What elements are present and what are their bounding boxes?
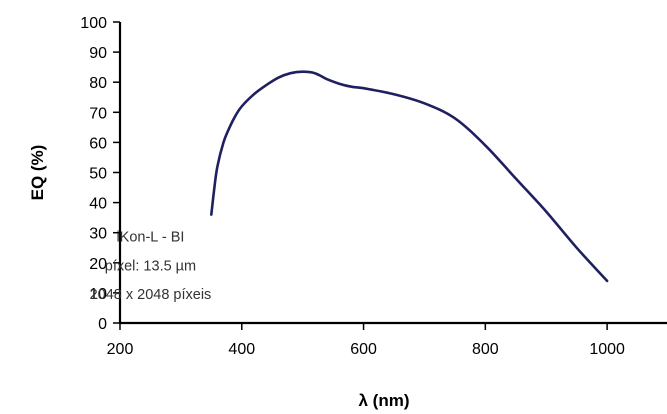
x-tick-label: 1000 [589,341,625,358]
y-tick-label: 30 [89,226,107,243]
y-axis-ticks: 0 10 20 30 40 50 60 70 80 90 100 [80,15,120,333]
y-tick-label: 40 [89,196,107,213]
axes [118,22,667,325]
x-axis-title: λ (nm) [359,391,410,410]
annotation-line-3: 2048 x 2048 píxeis [90,287,212,303]
x-tick-label: 400 [228,341,255,358]
eq-series-line [210,70,609,283]
x-tick-label: 600 [350,341,377,358]
y-tick-label: 100 [80,15,107,32]
y-tick-label: 10 [89,286,107,303]
series-layer [210,70,609,283]
x-tick-label: 200 [107,341,134,358]
y-tick-label: 60 [89,135,107,152]
y-tick-label: 20 [89,256,107,273]
annotation-line-1: iKon-L - BI [116,230,184,246]
annotation-line-2: píxel: 13.5 µm [105,258,196,274]
y-tick-label: 50 [89,166,107,183]
y-axis-title: EQ (%) [28,145,47,201]
x-tick-label: 800 [472,341,499,358]
y-tick-label: 70 [89,105,107,122]
y-tick-label: 90 [89,45,107,62]
y-tick-label: 80 [89,75,107,92]
y-tick-label: 0 [98,316,107,333]
x-axis-ticks: 200 400 600 800 1000 [107,323,625,358]
